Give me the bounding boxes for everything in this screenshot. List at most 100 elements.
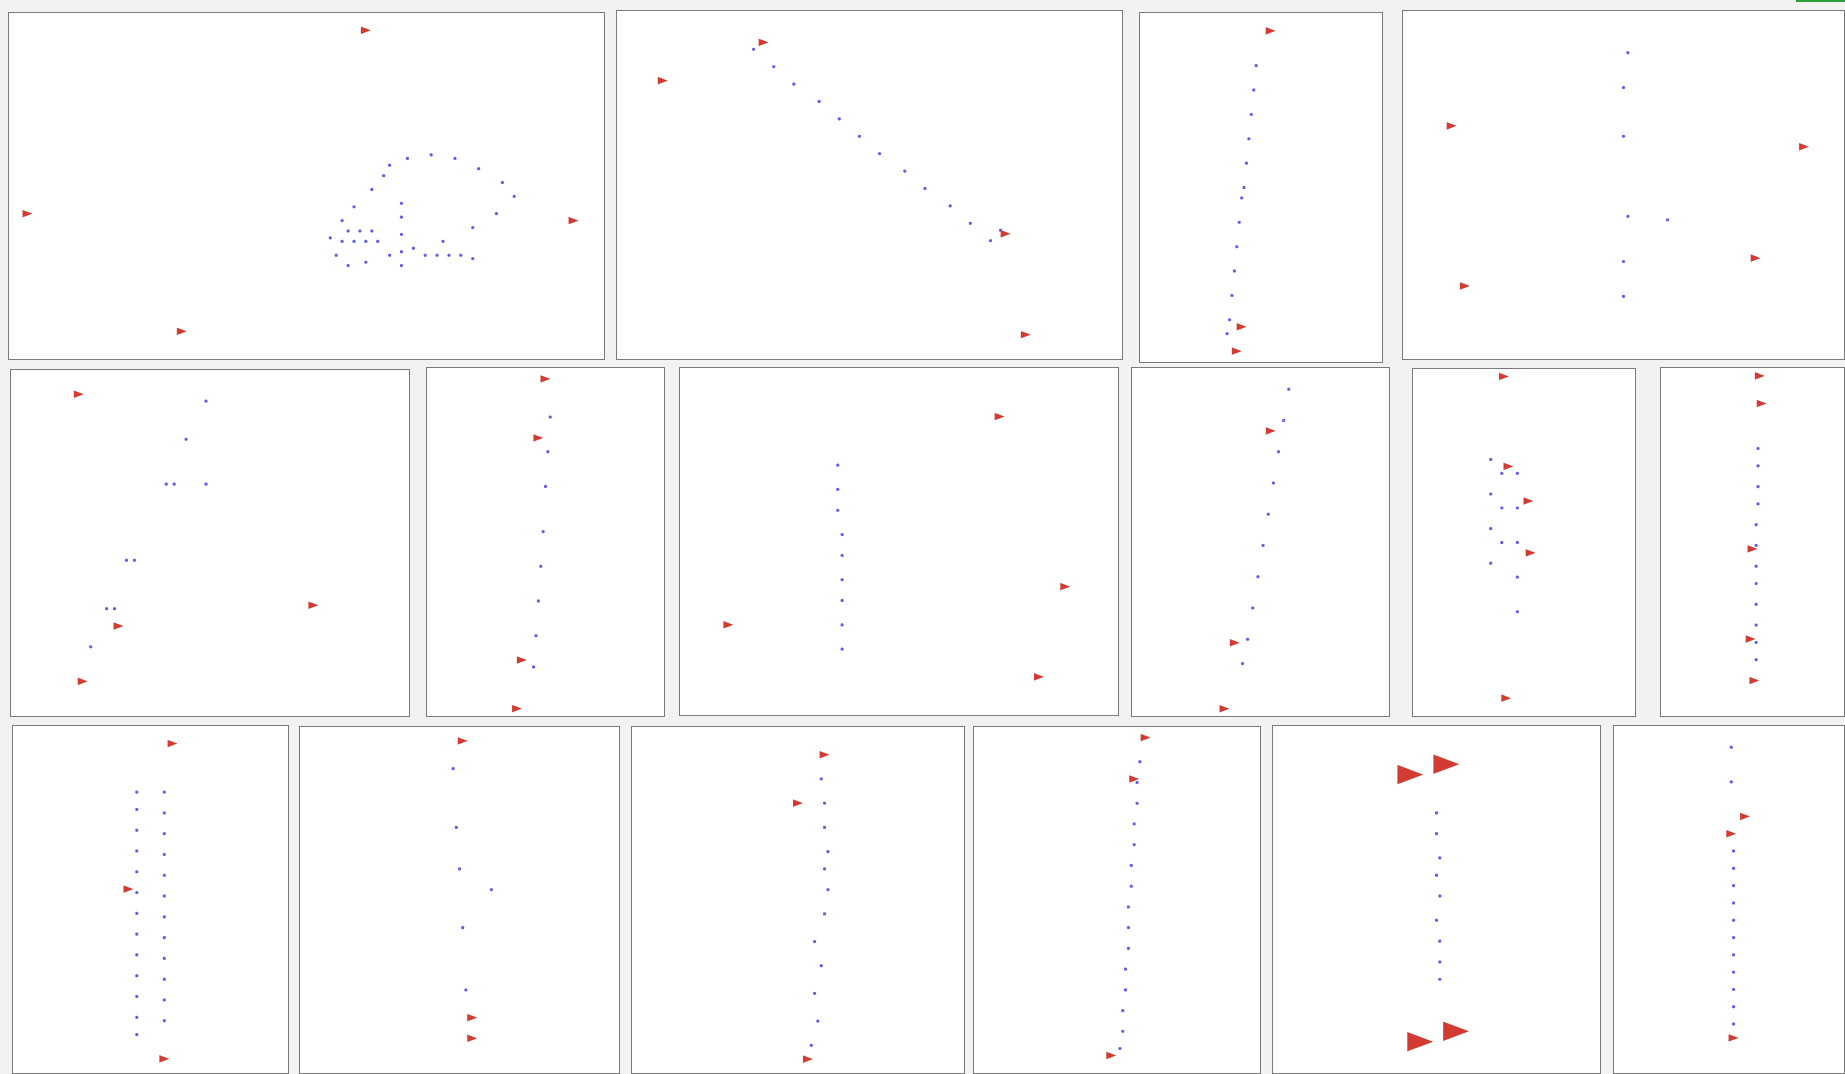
scatter-plot-area: [123, 739, 178, 1063]
data-point: [826, 850, 830, 854]
data-point: [532, 665, 536, 669]
red-triangle-marker: [360, 26, 371, 35]
red-triangle-marker: [819, 750, 830, 759]
data-point: [364, 260, 368, 264]
red-triangle-marker: [1231, 347, 1242, 355]
red-triangle-marker: [1229, 639, 1240, 647]
scatter-panel-14: [973, 726, 1261, 1074]
data-point: [162, 998, 166, 1002]
data-point: [840, 598, 844, 603]
data-point: [1754, 523, 1758, 527]
data-point: [836, 508, 840, 512]
data-point: [162, 936, 166, 940]
data-point: [500, 180, 504, 185]
data-point: [399, 263, 404, 268]
data-point: [423, 253, 427, 257]
data-point: [1135, 801, 1139, 805]
data-point: [1237, 220, 1241, 224]
data-point: [441, 239, 445, 243]
data-point: [1434, 873, 1439, 877]
scatter-panel-7: [679, 367, 1119, 716]
red-triangle-marker: [1236, 323, 1247, 331]
red-triangle-marker: [1397, 764, 1424, 785]
red-triangle-marker: [467, 1034, 478, 1043]
scatter-panel-16: [1613, 725, 1845, 1074]
data-point: [1731, 935, 1736, 940]
data-point: [826, 888, 830, 892]
data-point: [539, 564, 543, 568]
scatter-plot-area: [1106, 733, 1151, 1060]
data-point: [948, 204, 952, 208]
data-point: [1249, 112, 1253, 116]
data-point: [162, 852, 166, 857]
data-point: [1126, 946, 1131, 950]
data-point: [461, 926, 465, 930]
data-point: [1438, 856, 1442, 860]
red-triangle-marker: [1523, 497, 1534, 505]
data-point: [1489, 527, 1493, 531]
data-point: [399, 201, 404, 205]
data-point: [1232, 269, 1237, 273]
data-point: [1256, 575, 1260, 579]
data-point: [1434, 918, 1439, 922]
data-point: [429, 153, 433, 157]
data-point: [162, 977, 166, 981]
data-point: [370, 229, 374, 233]
red-triangle-marker: [512, 704, 522, 713]
data-point: [819, 964, 823, 968]
red-triangle-marker: [1034, 673, 1044, 681]
data-point: [399, 232, 404, 237]
data-point: [135, 932, 139, 936]
data-point: [1500, 471, 1504, 475]
data-point: [1438, 939, 1442, 943]
red-triangle-marker: [758, 38, 769, 47]
data-point: [447, 253, 451, 257]
data-point: [1261, 543, 1265, 548]
data-point: [1754, 658, 1758, 662]
red-triangle-marker: [1140, 733, 1151, 742]
data-point: [822, 801, 827, 805]
data-point: [1621, 85, 1626, 90]
data-point: [1434, 811, 1439, 815]
data-point: [453, 156, 457, 160]
data-point: [543, 484, 548, 489]
red-triangle-marker: [176, 327, 187, 336]
red-triangle-marker: [1501, 694, 1512, 702]
data-point: [1126, 926, 1131, 930]
data-point: [494, 212, 498, 216]
data-point: [1731, 1022, 1736, 1026]
red-triangle-marker: [123, 885, 134, 893]
data-point: [1731, 918, 1736, 922]
data-point: [1500, 506, 1504, 510]
data-point: [1756, 502, 1760, 506]
data-point: [840, 553, 844, 558]
data-point: [388, 163, 392, 167]
data-point: [135, 953, 139, 957]
data-point: [1118, 1046, 1122, 1051]
data-point: [471, 225, 475, 230]
data-point: [840, 578, 844, 582]
data-point: [376, 239, 380, 243]
scatter-panel-8: [1131, 367, 1390, 717]
data-point: [1242, 185, 1246, 190]
data-point: [135, 870, 139, 874]
data-point: [534, 634, 538, 638]
scatter-panel-6: [426, 367, 665, 717]
scatter-panel-4: [1402, 10, 1845, 360]
data-point: [1271, 481, 1275, 485]
data-point: [162, 915, 166, 919]
red-triangle-marker: [568, 216, 579, 225]
scatter-panel-12: [299, 726, 620, 1074]
red-triangle-marker: [308, 601, 319, 610]
red-triangle-marker: [1756, 399, 1767, 408]
data-point: [124, 558, 129, 562]
red-triangle-marker: [1443, 1021, 1470, 1042]
red-triangle-marker: [73, 390, 84, 398]
data-point: [135, 790, 139, 794]
red-triangle-marker: [1020, 330, 1031, 339]
data-point: [1138, 760, 1142, 764]
data-point: [1129, 863, 1133, 868]
data-point: [370, 187, 374, 192]
data-point: [477, 167, 481, 171]
